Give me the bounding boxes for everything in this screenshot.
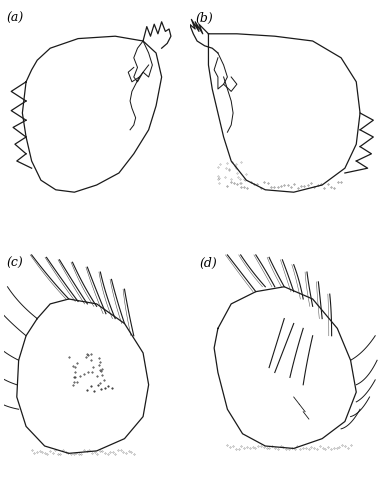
Text: (d): (d) bbox=[199, 258, 217, 270]
Text: (c): (c) bbox=[6, 258, 23, 270]
Text: (b): (b) bbox=[195, 12, 213, 25]
Text: (a): (a) bbox=[6, 12, 24, 25]
